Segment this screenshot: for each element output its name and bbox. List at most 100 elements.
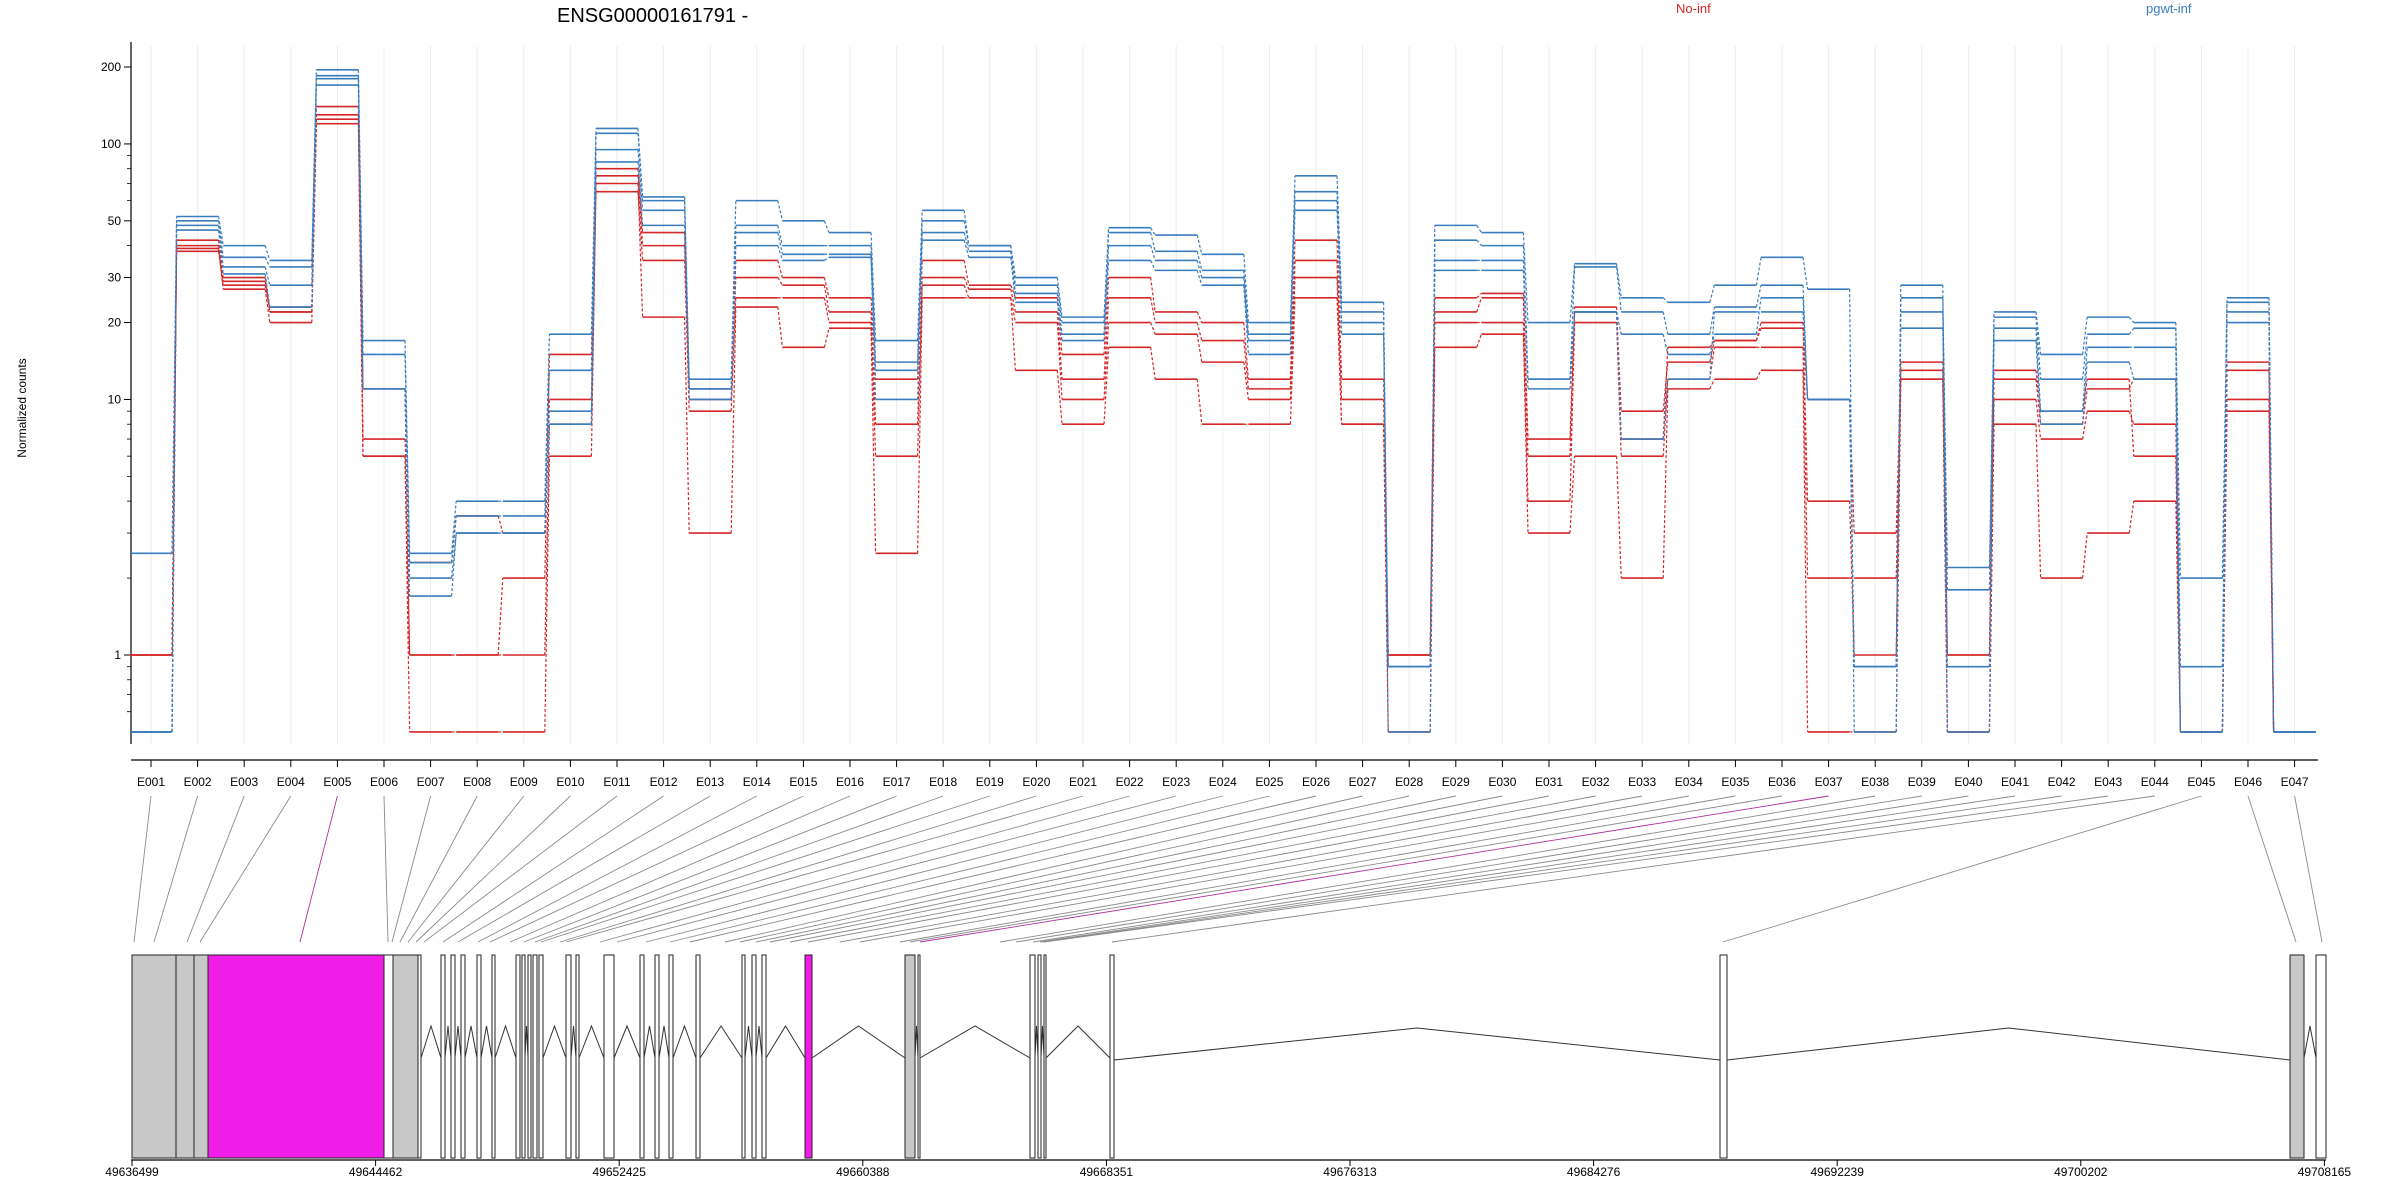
exon-connector-line [1709,306,1715,335]
exon-box [527,954,532,1159]
exon-connector-line [1569,311,1576,389]
exon-connector-line [777,225,783,246]
x-tick-label-e036: E036 [1768,775,1796,789]
exon-connector-line [777,277,783,286]
exon-connector-line [590,161,597,425]
coordinate-label: 49676313 [1323,1165,1377,1179]
x-tick-label-e004: E004 [277,775,305,789]
exon-mapping-line [383,795,389,943]
intron-line [1045,1025,1111,1059]
exon-box [654,954,660,1159]
exon-connector-line [1336,240,1343,380]
x-axis: E001 E002 E003 E004 E005 E006 E007 E008 E009 E010… [137,760,2309,789]
exon-connector-line [264,281,271,313]
exon-connector-line [1476,239,1482,247]
exon-connector-line [1942,328,1948,667]
exon-connector-line [1150,260,1156,271]
exon-mapping-line [565,795,1084,943]
exon-connector-line [1755,285,1762,308]
exon-box [741,954,746,1159]
exon-connector-line [1056,277,1063,318]
exon-box [904,954,916,1159]
exon-connector-line [823,285,830,313]
exon-connector-line [218,230,224,274]
exon-connector-line [1616,311,1622,440]
exon-connector-line [1476,297,1482,313]
exon-connector-line [264,257,271,268]
exon-connector-line [870,311,877,425]
exon-connector-line [497,578,504,656]
exon-mapping-line [645,795,1223,943]
exon-connector-line [1709,334,1715,355]
exon-connector-line [451,533,457,597]
exon-connector-line [1616,266,1622,313]
exon-connector-line [963,210,970,246]
exon-connector-line [963,240,970,258]
exon-connector-line [823,277,830,298]
exon-mapping-line [153,795,199,943]
exon-connector-line [917,285,923,457]
exon-box [2289,954,2305,1159]
x-tick-label-e026: E026 [1302,775,1330,789]
exon-connector-line [1336,210,1343,323]
exon-connector-line [2128,316,2135,323]
exon-box [695,954,701,1159]
exon-box [193,954,209,1159]
exon-mapping-line [1042,795,2062,943]
exon-box [491,954,496,1159]
exon-connector-line [1988,370,1995,656]
exon-connector-line [777,245,783,261]
exon-mapping-line [199,795,292,943]
x-tick-label-e041: E041 [2001,775,2029,789]
intron-line [755,1025,763,1059]
exon-connector-line [357,85,364,389]
y-axis-label: Normalized counts [15,358,29,457]
x-tick-label-e039: E039 [1908,775,1936,789]
x-tick-label-e019: E019 [976,775,1004,789]
exon-connector-line [1709,285,1715,303]
exon-connector-line [823,220,830,233]
x-tick-label-e024: E024 [1209,775,1237,789]
intron-line [444,1025,452,1059]
y-axis: 200 100 50 30 20 10 1 [101,42,132,744]
x-tick-label-e025: E025 [1255,775,1283,789]
exon-box [2315,954,2327,1159]
series-8 [130,84,2316,733]
exon-connector-line [963,284,970,298]
exon-connector-line [777,200,783,221]
exon-connector-line [823,297,830,323]
exon-mapping-line [899,795,1736,943]
exon-mapping-line [423,795,618,943]
intron-line [2303,1025,2317,1059]
exon-box [761,954,767,1159]
exon-connector-line [870,245,877,363]
exon-box [521,954,526,1159]
exon-box [639,954,645,1159]
exon-connector-line [1895,362,1902,656]
exon-connector-line [1103,322,1110,400]
exon-connector-line [1616,311,1622,412]
exon-connector-line [1662,297,1669,303]
exon-connector-line [1010,289,1016,313]
exon-connector-line [1569,266,1576,380]
exon-connector-line [404,456,411,656]
exon-box [392,954,419,1159]
exon-connector-line [1662,379,1669,457]
exon-connector-line [1849,399,1855,667]
exon-connector-line [1755,370,1762,380]
exon-connector-line [684,225,690,400]
exon-connector-line [1522,293,1529,440]
x-tick-label-e031: E031 [1535,775,1563,789]
exon-connector-line [404,388,411,656]
exon-mapping-line [457,795,711,943]
intron-line [420,1024,442,1059]
x-tick-label-e014: E014 [743,775,771,789]
exon-box [383,954,394,1159]
exon-connector-line [730,245,737,400]
coordinate-label: 49636499 [105,1165,159,1179]
exon-connector-line [1988,328,1995,590]
x-tick-label-e009: E009 [510,775,538,789]
exon-connector-line [2128,327,2135,335]
exon-connector-line [1196,322,1203,341]
